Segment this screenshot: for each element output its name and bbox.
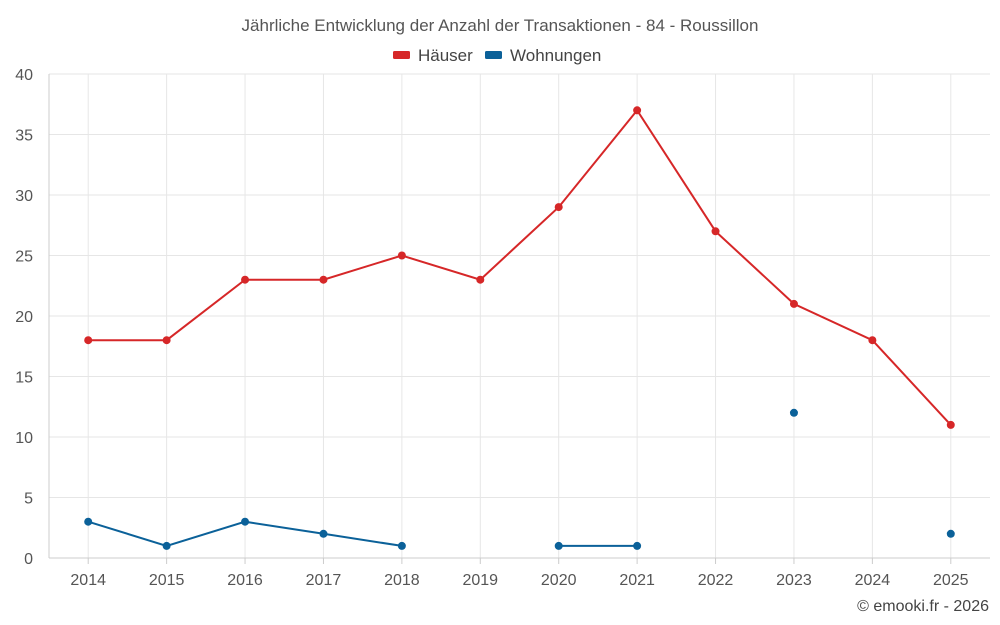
data-point-wohnungen[interactable] xyxy=(789,408,798,417)
y-tick-label: 15 xyxy=(15,370,33,387)
data-point-haeuser[interactable] xyxy=(162,336,171,345)
y-tick-label: 10 xyxy=(15,430,33,447)
x-tick-label: 2015 xyxy=(149,572,185,589)
y-tick-label: 5 xyxy=(24,491,33,508)
data-point-haeuser[interactable] xyxy=(711,227,720,236)
y-tick-label: 40 xyxy=(15,67,33,84)
x-tick-label: 2014 xyxy=(70,572,106,589)
legend: Häuser Wohnungen xyxy=(393,46,601,65)
x-tick-label: 2025 xyxy=(933,572,969,589)
data-point-wohnungen[interactable] xyxy=(241,517,250,526)
y-tick-label: 0 xyxy=(24,551,33,568)
x-tick-label: 2016 xyxy=(227,572,263,589)
data-point-haeuser[interactable] xyxy=(789,299,798,308)
x-tick-label: 2017 xyxy=(306,572,342,589)
y-tick-label: 30 xyxy=(15,188,33,205)
data-point-haeuser[interactable] xyxy=(476,275,485,284)
data-point-haeuser[interactable] xyxy=(319,275,328,284)
data-point-haeuser[interactable] xyxy=(84,336,93,345)
x-tick-label: 2018 xyxy=(384,572,420,589)
legend-label-wohnungen: Wohnungen xyxy=(510,46,601,65)
legend-swatch-haeuser xyxy=(393,51,410,59)
data-point-wohnungen[interactable] xyxy=(84,517,93,526)
data-point-wohnungen[interactable] xyxy=(319,529,328,538)
series-haeuser xyxy=(84,106,955,429)
data-point-wohnungen[interactable] xyxy=(633,541,642,550)
series xyxy=(84,106,955,550)
data-point-wohnungen[interactable] xyxy=(162,541,171,550)
data-point-haeuser[interactable] xyxy=(241,275,250,284)
grid xyxy=(49,73,990,558)
data-point-haeuser[interactable] xyxy=(946,420,955,429)
series-line-haeuser xyxy=(88,108,952,426)
y-tick-label: 25 xyxy=(15,249,33,266)
series-wohnungen xyxy=(84,408,955,550)
x-tick-label: 2020 xyxy=(541,572,577,589)
data-point-wohnungen[interactable] xyxy=(946,529,955,538)
x-tick-label: 2022 xyxy=(698,572,734,589)
legend-item-wohnungen[interactable]: Wohnungen xyxy=(485,46,601,65)
data-point-haeuser[interactable] xyxy=(868,336,877,345)
x-tick-label: 2021 xyxy=(619,572,655,589)
x-tick-label: 2024 xyxy=(855,572,891,589)
data-point-haeuser[interactable] xyxy=(633,106,642,115)
data-point-wohnungen[interactable] xyxy=(554,541,563,550)
y-tick-label: 35 xyxy=(15,128,33,145)
legend-label-haeuser: Häuser xyxy=(418,46,473,65)
x-tick-label: 2023 xyxy=(776,572,812,589)
data-point-haeuser[interactable] xyxy=(554,203,563,212)
x-tick-label: 2019 xyxy=(462,572,498,589)
copyright-text: © emooki.fr - 2026 xyxy=(857,598,989,615)
y-tick-label: 20 xyxy=(15,309,33,326)
data-point-wohnungen[interactable] xyxy=(397,541,406,550)
chart-title: Jährliche Entwicklung der Anzahl der Tra… xyxy=(242,16,759,35)
legend-swatch-wohnungen xyxy=(485,51,502,59)
legend-item-haeuser[interactable]: Häuser xyxy=(393,46,473,65)
data-point-haeuser[interactable] xyxy=(397,251,406,260)
